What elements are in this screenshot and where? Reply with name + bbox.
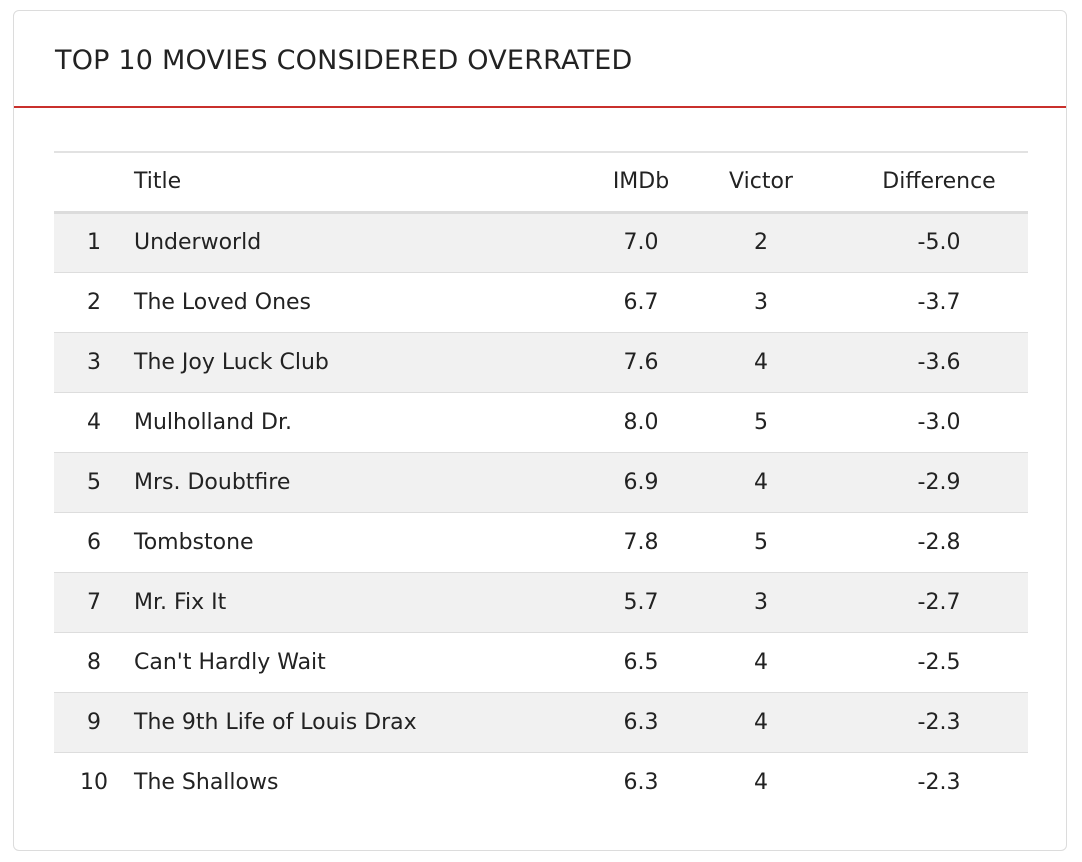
cell-difference: -2.3 (917, 769, 961, 795)
cell-imdb: 6.7 (623, 289, 659, 315)
cell-victor: 4 (754, 349, 768, 375)
cell-victor: 5 (754, 529, 768, 555)
cell-difference: -2.8 (917, 529, 961, 555)
cell-title: Can't Hardly Wait (134, 649, 326, 675)
cell-rank: 6 (87, 529, 101, 555)
movies-table: Title IMDb Victor Difference 1 Underworl… (54, 151, 1028, 812)
cell-rank: 10 (80, 769, 108, 795)
cell-imdb: 6.9 (623, 469, 659, 495)
header-imdb: IMDb (612, 169, 670, 195)
cell-title: Underworld (134, 230, 262, 255)
cell-victor: 4 (754, 769, 768, 795)
cell-difference: -5.0 (917, 230, 961, 255)
cell-difference: -2.9 (917, 469, 961, 495)
table-row: 1 Underworld 7.0 2 -5.0 (54, 212, 1028, 272)
cell-victor: 2 (754, 230, 768, 255)
table-row: 2 The Loved Ones 6.7 3 -3.7 (54, 272, 1028, 332)
table-container: Title IMDb Victor Difference 1 Underworl… (54, 151, 1028, 812)
table-row: 3 The Joy Luck Club 7.6 4 -3.6 (54, 332, 1028, 392)
table-row: 9 The 9th Life of Louis Drax 6.3 4 -2.3 (54, 692, 1028, 752)
cell-difference: -2.3 (917, 709, 961, 735)
cell-victor: 3 (754, 589, 768, 615)
cell-imdb: 7.6 (623, 349, 659, 375)
cell-rank: 1 (87, 230, 101, 255)
cell-imdb: 7.8 (623, 529, 659, 555)
cell-victor: 3 (754, 289, 768, 315)
cell-title: Mulholland Dr. (134, 409, 293, 435)
cell-victor: 4 (754, 649, 768, 675)
cell-imdb: 6.3 (623, 769, 659, 795)
table-row: 10 The Shallows 6.3 4 -2.3 (54, 752, 1028, 812)
cell-title: The Loved Ones (134, 289, 312, 315)
header-title: Title (134, 169, 182, 195)
cell-rank: 3 (87, 349, 101, 375)
cell-rank: 7 (87, 589, 101, 615)
cell-rank: 2 (87, 289, 101, 315)
cell-imdb: 5.7 (623, 589, 659, 615)
table-body: 1 Underworld 7.0 2 -5.0 2 The Loved Ones… (54, 212, 1028, 812)
table-row: 7 Mr. Fix It 5.7 3 -2.7 (54, 572, 1028, 632)
cell-title: Mrs. Doubtfire (134, 469, 291, 495)
header-difference: Difference (882, 169, 996, 195)
card-title: TOP 10 MOVIES CONSIDERED OVERRATED (55, 45, 633, 76)
table-header: Title IMDb Victor Difference (54, 152, 1028, 212)
cell-title: The 9th Life of Louis Drax (134, 709, 417, 735)
cell-victor: 4 (754, 469, 768, 495)
cell-rank: 8 (87, 649, 101, 675)
table-row: 5 Mrs. Doubtfire 6.9 4 -2.9 (54, 452, 1028, 512)
cell-title: Mr. Fix It (134, 589, 227, 615)
header-row: Title IMDb Victor Difference (54, 152, 1028, 212)
cell-difference: -3.7 (917, 289, 961, 315)
cell-imdb: 8.0 (623, 409, 659, 435)
header-rank (54, 152, 134, 212)
table-row: 4 Mulholland Dr. 8.0 5 -3.0 (54, 392, 1028, 452)
cell-difference: -2.5 (917, 649, 961, 675)
cell-difference: -2.7 (917, 589, 961, 615)
cell-victor: 5 (754, 409, 768, 435)
cell-rank: 4 (87, 409, 101, 435)
table-row: 8 Can't Hardly Wait 6.5 4 -2.5 (54, 632, 1028, 692)
cell-victor: 4 (754, 709, 768, 735)
cell-imdb: 7.0 (623, 230, 659, 255)
header-victor: Victor (729, 169, 793, 195)
cell-title: Tombstone (134, 529, 254, 555)
cell-title: The Shallows (134, 769, 279, 795)
cell-rank: 5 (87, 469, 101, 495)
cell-imdb: 6.3 (623, 709, 659, 735)
cell-difference: -3.0 (917, 409, 961, 435)
cell-title: The Joy Luck Club (134, 349, 329, 375)
cell-difference: -3.6 (917, 349, 961, 375)
overrated-movies-card: TOP 10 MOVIES CONSIDERED OVERRATED Title… (13, 10, 1067, 851)
card-header: TOP 10 MOVIES CONSIDERED OVERRATED (14, 11, 1066, 108)
table-row: 6 Tombstone 7.8 5 -2.8 (54, 512, 1028, 572)
cell-rank: 9 (87, 709, 101, 735)
cell-imdb: 6.5 (623, 649, 659, 675)
